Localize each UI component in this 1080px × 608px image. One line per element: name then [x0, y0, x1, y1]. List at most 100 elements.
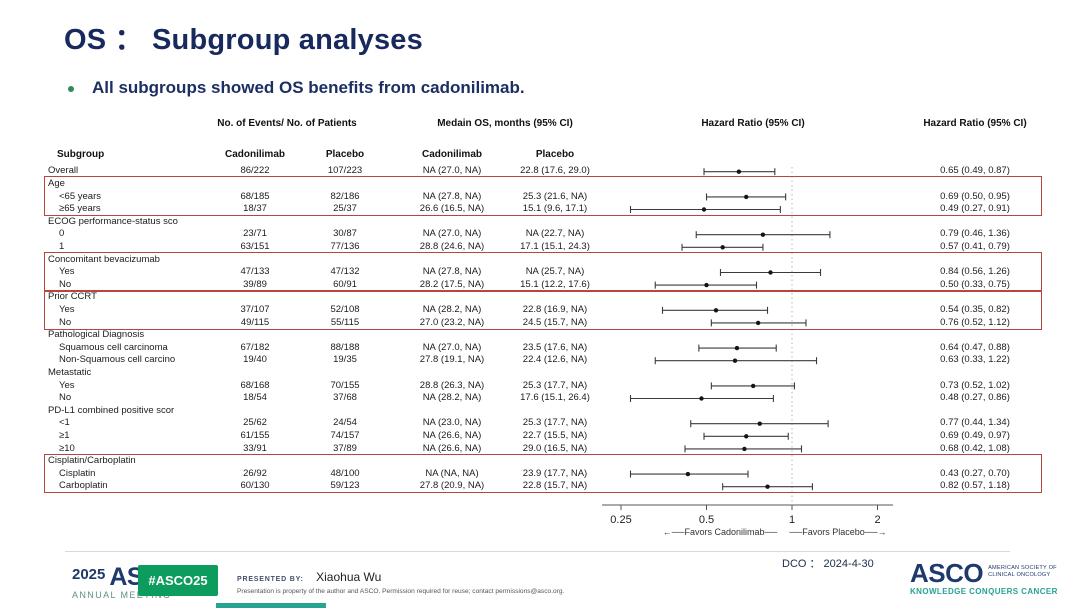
- events-cadonilimab: 61/155: [240, 429, 270, 441]
- events-placebo: 59/123: [330, 480, 360, 492]
- dco-date: DCO ： 2024-4-30: [782, 558, 874, 570]
- median-os-cadonilimab: NA (26.6, NA): [422, 442, 482, 454]
- asco-society-line2: CLINICAL ONCOLOGY: [988, 572, 1051, 578]
- median-os-cadonilimab: NA (27.8, NA): [422, 190, 482, 202]
- bullet-text: All subgroups showed OS benefits from ca…: [92, 78, 525, 97]
- median-os-placebo: 22.4 (12.6, NA): [522, 354, 588, 366]
- events-placebo: 25/37: [333, 203, 357, 215]
- table-row: 0 23/71 30/87 NA (27.0, NA) NA (22.7, NA) 0.7…: [0, 228, 1080, 241]
- asco-logo-text: ASCO: [910, 558, 984, 588]
- events-cadonilimab: 25/62: [243, 417, 267, 429]
- subgroup-label: ECOG performance-status sco: [48, 215, 178, 227]
- subgroup-label: 0: [59, 228, 65, 240]
- header-subgroup: Subgroup: [57, 149, 105, 160]
- hazard-ratio-value: 0.68 (0.42, 1.08): [940, 442, 1010, 454]
- subgroup-label: Squamous cell carcinoma: [59, 341, 168, 353]
- median-os-placebo: 17.1 (15.1, 24.3): [520, 240, 590, 252]
- median-os-placebo: 15.1 (9.6, 17.1): [522, 203, 588, 215]
- hazard-ratio-value: 0.77 (0.44, 1.34): [940, 417, 1010, 429]
- median-os-placebo: NA (25.7, NA): [525, 266, 585, 278]
- events-placebo: 88/188: [330, 341, 360, 353]
- header-ev-cadonilimab: Cadonilimab: [224, 149, 285, 160]
- table-group-row: Cisplatin/Carboplatin: [0, 455, 1080, 468]
- hazard-ratio-value: 0.49 (0.27, 0.91): [940, 203, 1010, 215]
- table-row: No 39/89 60/91 28.2 (17.5, NA) 15.1 (12.2, 1…: [0, 279, 1080, 292]
- x-axis-tick-label: 0.5: [699, 514, 714, 526]
- table-row: Carboplatin 60/130 59/123 27.8 (20.9, NA) 22…: [0, 480, 1080, 493]
- subgroup-label: Yes: [59, 266, 75, 278]
- highlight-box: [44, 453, 1042, 494]
- events-cadonilimab: 49/115: [240, 316, 270, 328]
- subgroup-label: Prior CCRT: [48, 291, 97, 303]
- subgroup-label: Concomitant bevacizumab: [48, 253, 160, 265]
- table-row: <1 25/62 24/54 NA (23.0, NA) 25.3 (17.7, NA)…: [0, 417, 1080, 430]
- table-row: No 18/54 37/68 NA (28.2, NA) 17.6 (15.1, 26.…: [0, 392, 1080, 405]
- table-group-row: ECOG performance-status sco: [0, 216, 1080, 229]
- median-os-cadonilimab: 27.8 (19.1, NA): [419, 354, 485, 366]
- subgroup-label: Carboplatin: [59, 480, 108, 492]
- median-os-cadonilimab: NA (NA, NA): [425, 467, 479, 479]
- asco-society-text: AMERICAN SOCIETY OF CLINICAL ONCOLOGY: [988, 565, 1057, 579]
- bottom-accent-bar: [216, 603, 326, 608]
- median-os-cadonilimab: NA (27.0, NA): [422, 165, 482, 177]
- disclaimer-text: Presentation is property of the author a…: [237, 588, 565, 595]
- subgroup-label: PD-L1 combined positive scor: [48, 404, 175, 416]
- header-events-patients: No. of Events/ No. of Patients: [217, 118, 357, 129]
- table-row: ≥1 61/155 74/157 NA (26.6, NA) 22.7 (15.5, N…: [0, 430, 1080, 443]
- subgroup-label: Yes: [59, 303, 75, 315]
- subgroup-label: Age: [48, 177, 65, 189]
- events-cadonilimab: 63/151: [240, 240, 270, 252]
- median-os-placebo: 23.9 (17.7, NA): [522, 467, 588, 479]
- table-group-row: Concomitant bevacizumab: [0, 254, 1080, 267]
- subgroup-label: No: [59, 278, 72, 290]
- median-os-cadonilimab: 26.6 (16.5, NA): [419, 203, 485, 215]
- presented-by: PRESENTED BY: Xiaohua Wu: [237, 568, 381, 586]
- hazard-ratio-value: 0.57 (0.41, 0.79): [940, 240, 1010, 252]
- hazard-ratio-value: 0.43 (0.27, 0.70): [940, 467, 1010, 479]
- hazard-ratio-value: 0.73 (0.52, 1.02): [940, 379, 1010, 391]
- table-row: ≥65 years 18/37 25/37 26.6 (16.5, NA) 15.1 (…: [0, 203, 1080, 216]
- subgroup-label: Yes: [59, 379, 75, 391]
- events-placebo: 60/91: [333, 278, 357, 290]
- events-placebo: 48/100: [330, 467, 360, 479]
- events-placebo: 107/223: [327, 165, 363, 177]
- hazard-ratio-value: 0.54 (0.35, 0.82): [940, 303, 1010, 315]
- hazard-ratio-value: 0.65 (0.49, 0.87): [940, 165, 1010, 177]
- median-os-placebo: 22.8 (16.9, NA): [522, 303, 588, 315]
- table-row: Cisplatin 26/92 48/100 NA (NA, NA) 23.9 (17.…: [0, 468, 1080, 481]
- table-row: No 49/115 55/115 27.0 (23.2, NA) 24.5 (15.7,…: [0, 317, 1080, 330]
- table-group-row: Pathological Diagnosis: [0, 329, 1080, 342]
- hazard-ratio-value: 0.50 (0.33, 0.75): [940, 278, 1010, 290]
- hazard-ratio-value: 0.82 (0.57, 1.18): [940, 480, 1010, 492]
- table-group-row: Age: [0, 178, 1080, 191]
- events-cadonilimab: 26/92: [243, 467, 267, 479]
- hazard-ratio-value: 0.64 (0.47, 0.88): [940, 341, 1010, 353]
- highlight-box: [44, 289, 1042, 330]
- x-axis-tick-label: 2: [874, 514, 880, 526]
- subgroup-label: Non-Squamous cell carcino: [59, 354, 176, 366]
- median-os-cadonilimab: 28.8 (26.3, NA): [419, 379, 485, 391]
- events-placebo: 77/136: [330, 240, 360, 252]
- header-os-cadonilimab: Cadonilimab: [421, 149, 482, 160]
- table-row: ≥10 33/91 37/89 NA (26.6, NA) 29.0 (16.5, NA…: [0, 443, 1080, 456]
- median-os-placebo: 29.0 (16.5, NA): [522, 442, 588, 454]
- table-row: 1 63/151 77/136 28.8 (24.6, NA) 17.1 (15.1, …: [0, 241, 1080, 254]
- subgroup-label: No: [59, 316, 72, 328]
- median-os-placebo: 25.3 (17.7, NA): [522, 379, 588, 391]
- subgroup-label: Pathological Diagnosis: [48, 329, 145, 341]
- highlight-box: [44, 176, 1042, 217]
- header-hr-text: Hazard Ratio (95% CI): [923, 118, 1027, 129]
- events-placebo: 30/87: [333, 228, 357, 240]
- events-placebo: 19/35: [333, 354, 357, 366]
- footer-divider: [65, 551, 1010, 552]
- events-placebo: 52/108: [330, 303, 360, 315]
- median-os-cadonilimab: NA (27.0, NA): [422, 341, 482, 353]
- events-cadonilimab: 18/37: [243, 203, 267, 215]
- events-placebo: 55/115: [330, 316, 360, 328]
- subgroup-label: 1: [59, 240, 65, 252]
- table-group-row: Prior CCRT: [0, 291, 1080, 304]
- hazard-ratio-value: 0.48 (0.27, 0.86): [940, 392, 1010, 404]
- highlight-box: [44, 252, 1042, 292]
- subgroup-label: ≥10: [59, 442, 75, 454]
- events-cadonilimab: 67/182: [240, 341, 270, 353]
